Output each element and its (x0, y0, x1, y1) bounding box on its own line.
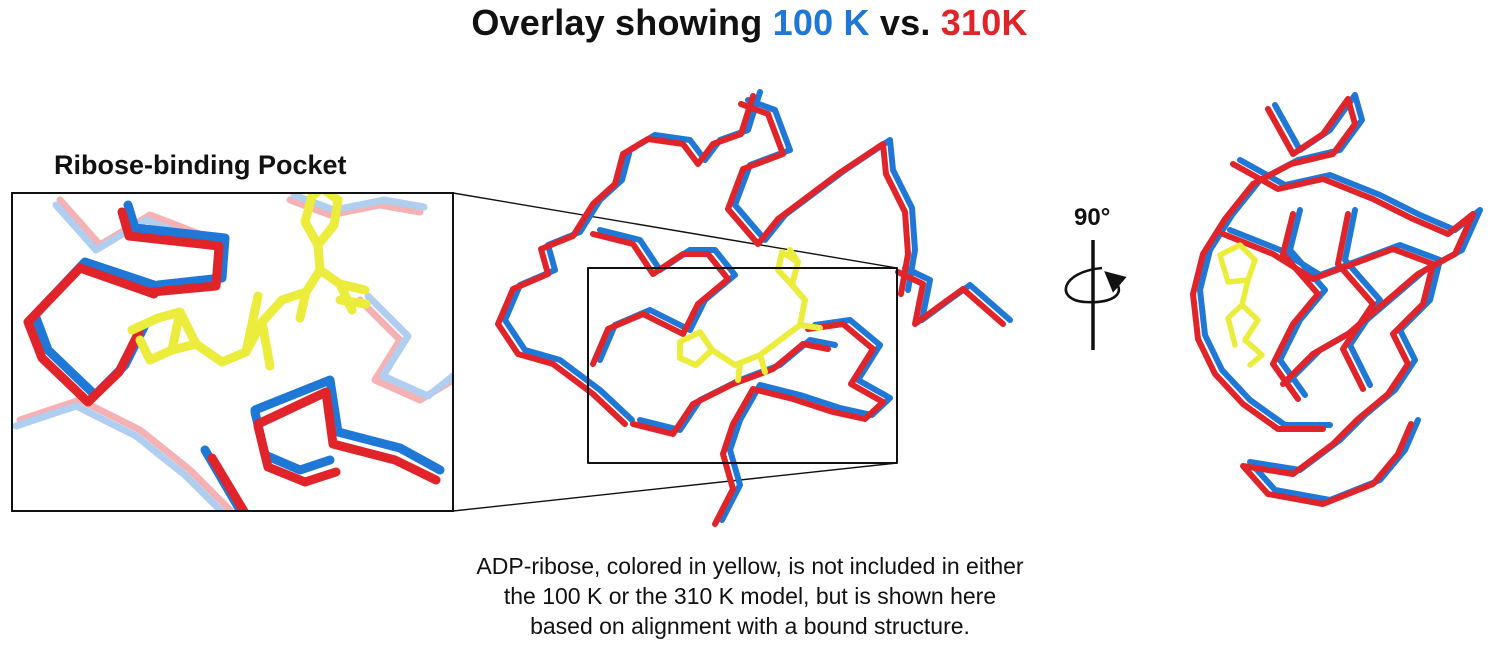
title-middle: vs. (869, 2, 941, 43)
rotation-arrow-icon (1064, 266, 1127, 304)
rotation-label: 90° (1074, 204, 1111, 231)
caption-line: the 100 K or the 310 K model, but is sho… (503, 583, 997, 609)
title-cold-label: 100 K (772, 2, 870, 43)
main-backbone-cold (502, 89, 1013, 523)
title-warm-label: 310K (940, 2, 1028, 43)
zoom-region-box (587, 267, 898, 464)
adp-ribose-rotated (1217, 242, 1265, 368)
adp-ribose-main (677, 247, 823, 383)
figure-title: Overlay showing 100 K vs. 310K (0, 2, 1499, 44)
main-structure-overlay (495, 89, 1013, 527)
caption-line: based on alignment with a bound structur… (530, 613, 970, 639)
zoom-connector-lines (452, 192, 898, 512)
figure-caption: ADP-ribose, colored in yellow, is not in… (400, 551, 1100, 641)
inset-frame (11, 192, 454, 512)
inset-label: Ribose-binding Pocket (54, 150, 347, 180)
ribose-pocket-inset (11, 192, 454, 512)
inset-backbone-faded (12, 193, 453, 511)
inset-backbone-warm (23, 207, 441, 511)
rotated-backbone-warm (1190, 96, 1476, 507)
rotation-indicator (1064, 240, 1127, 350)
adp-ribose-inset (127, 193, 371, 371)
title-prefix: Overlay showing (471, 2, 773, 43)
rotated-structure-view (1190, 92, 1483, 507)
caption-line: ADP-ribose, colored in yellow, is not in… (476, 553, 1024, 579)
main-backbone-warm (495, 93, 1006, 527)
